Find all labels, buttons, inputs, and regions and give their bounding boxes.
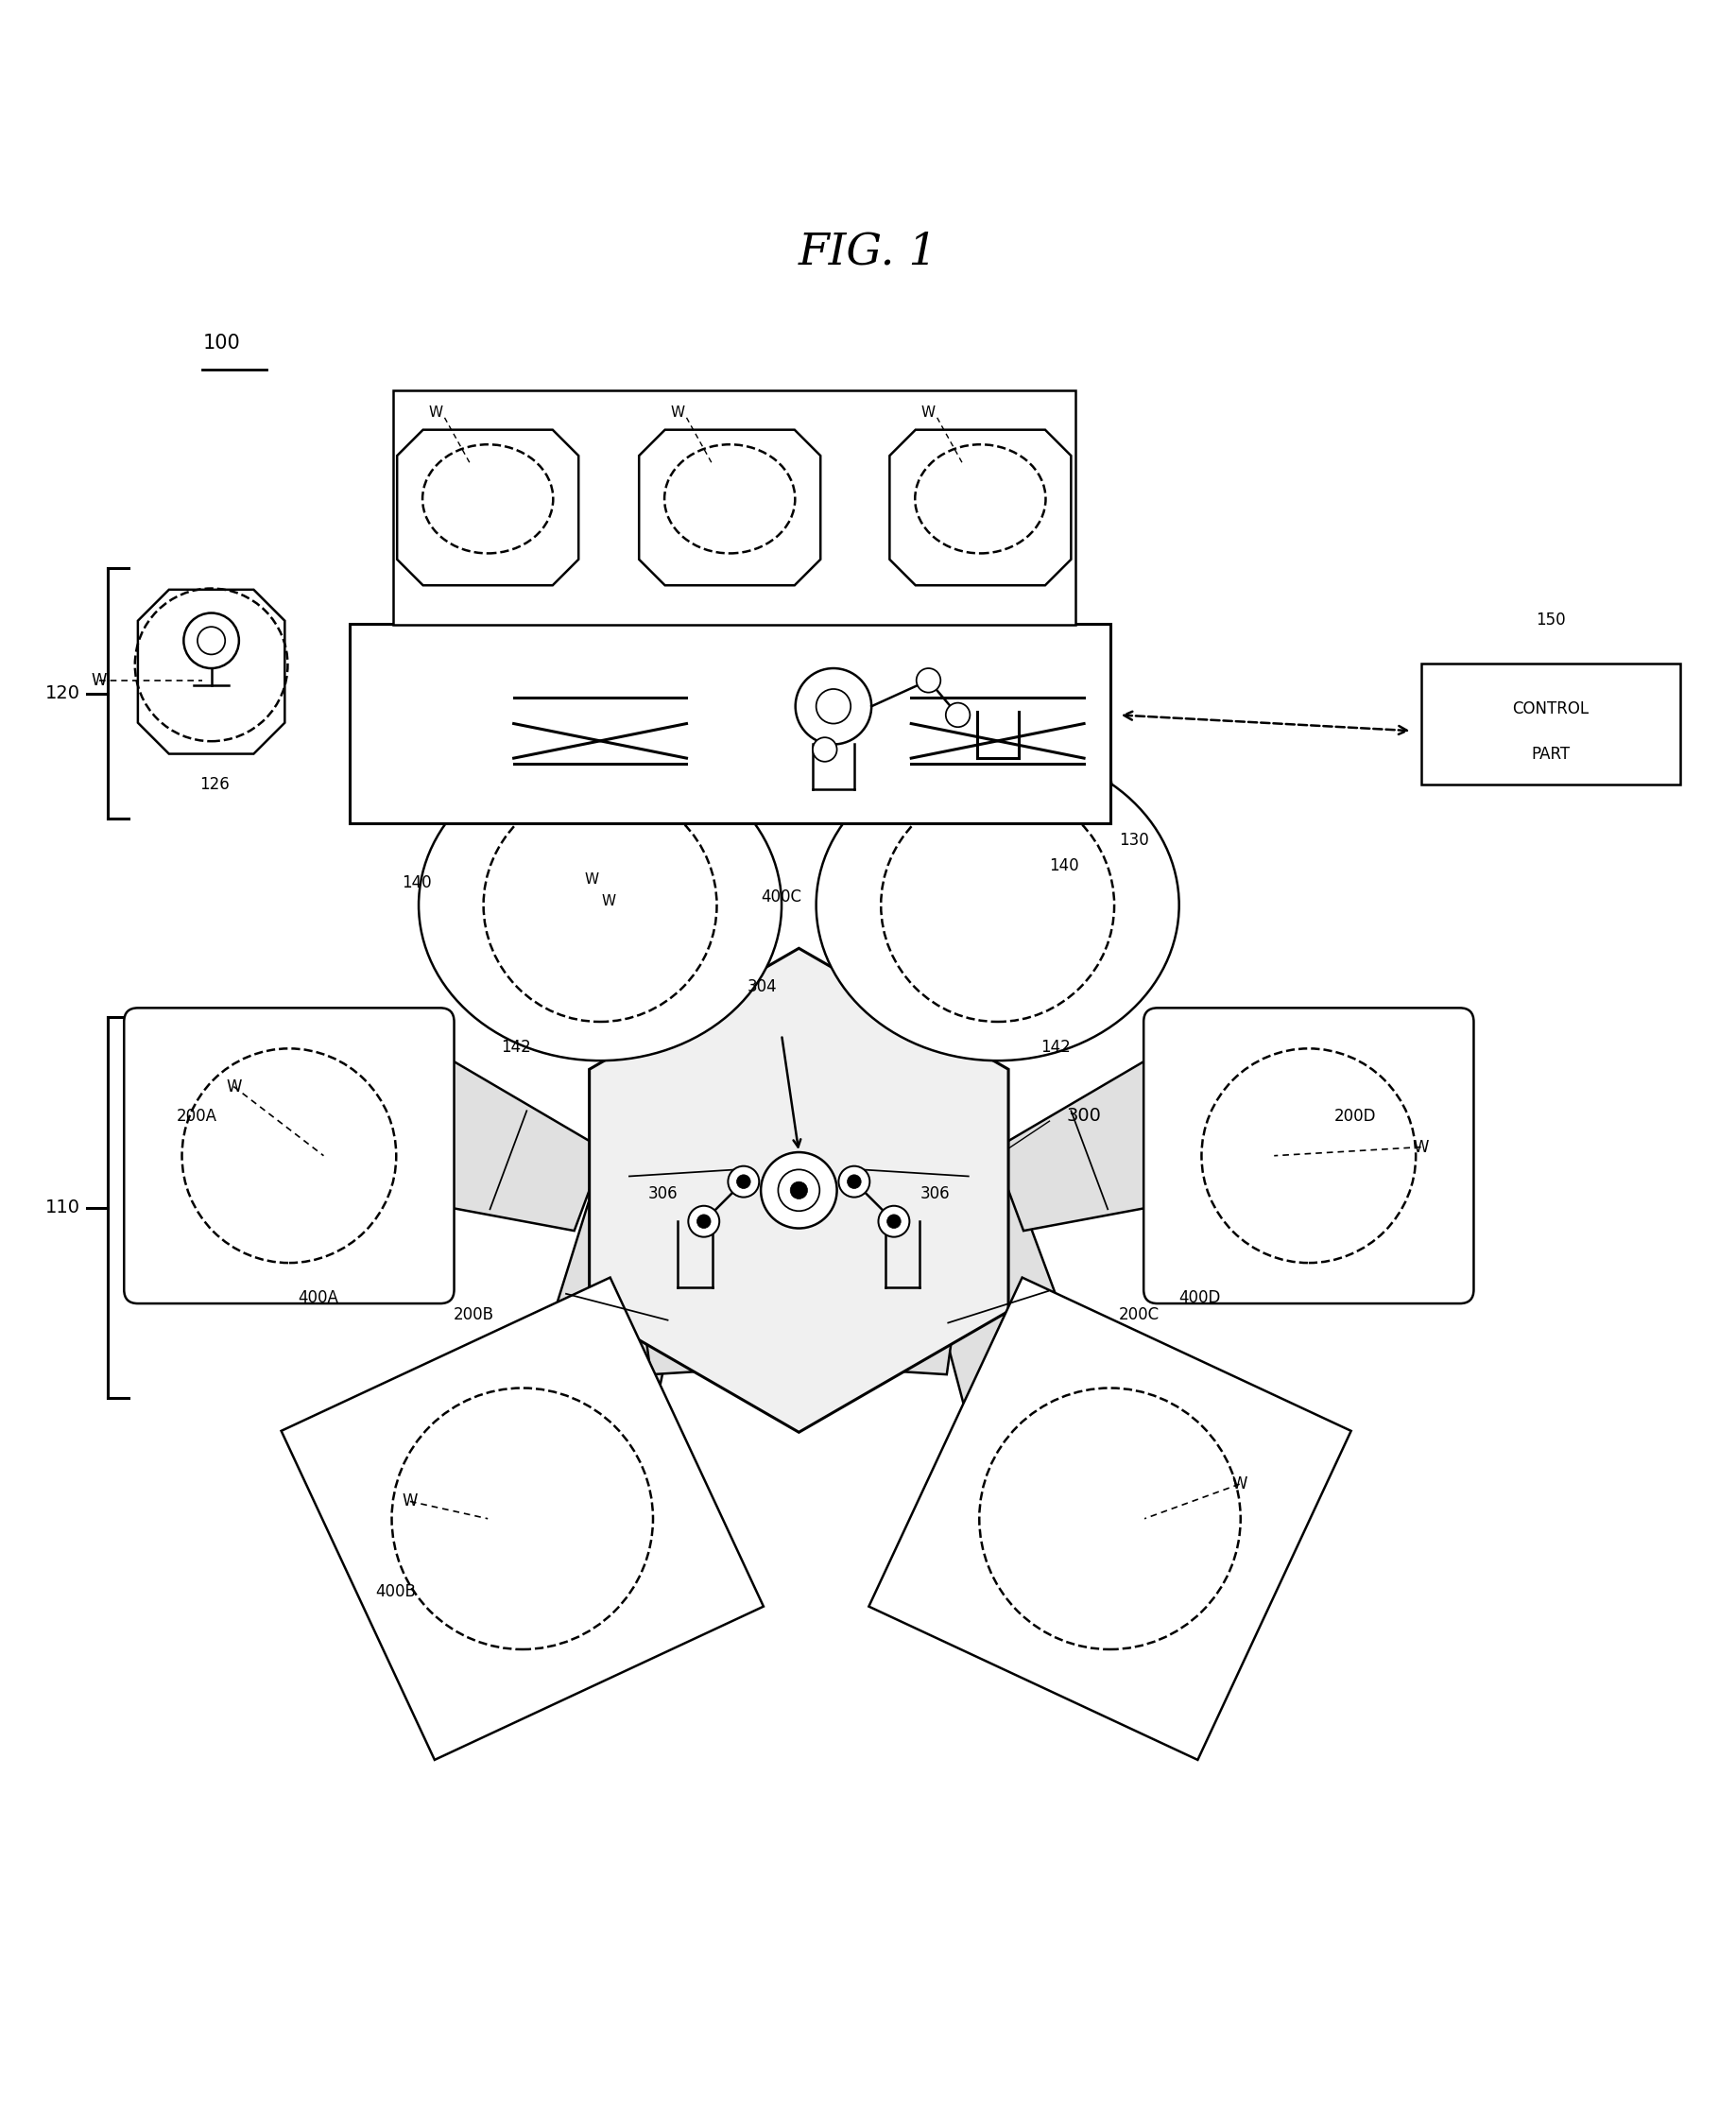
Polygon shape <box>868 1277 1351 1759</box>
Circle shape <box>887 1214 901 1229</box>
Bar <box>392 389 1075 625</box>
Circle shape <box>946 703 970 728</box>
Circle shape <box>878 1206 910 1237</box>
Text: 200D: 200D <box>1335 1109 1377 1126</box>
Text: W: W <box>226 1077 241 1094</box>
Text: 110: 110 <box>45 1199 80 1216</box>
Polygon shape <box>595 970 743 1374</box>
Circle shape <box>838 1166 870 1197</box>
Polygon shape <box>863 995 1163 1626</box>
Polygon shape <box>398 429 578 585</box>
Text: W: W <box>670 406 686 419</box>
Text: 400B: 400B <box>375 1582 417 1601</box>
Text: 304: 304 <box>746 978 778 995</box>
Text: 122A: 122A <box>444 600 481 614</box>
Text: 140: 140 <box>1050 856 1080 875</box>
Text: 144: 144 <box>392 711 422 728</box>
Text: 142: 142 <box>502 1039 531 1056</box>
Text: W: W <box>92 671 108 688</box>
Text: 132: 132 <box>920 778 950 797</box>
Polygon shape <box>889 429 1071 585</box>
Circle shape <box>790 1182 807 1199</box>
Text: 100: 100 <box>203 335 240 353</box>
Text: 142: 142 <box>1042 1039 1071 1056</box>
Polygon shape <box>469 997 736 1624</box>
Text: 200A: 200A <box>177 1109 217 1126</box>
Circle shape <box>727 1166 759 1197</box>
Circle shape <box>184 612 240 669</box>
Text: 126: 126 <box>200 776 229 793</box>
Text: 144: 144 <box>1033 711 1062 728</box>
Text: 400D: 400D <box>1179 1290 1220 1307</box>
Polygon shape <box>856 970 1002 1374</box>
Polygon shape <box>589 949 1009 1433</box>
Circle shape <box>917 669 941 692</box>
Circle shape <box>736 1174 750 1189</box>
Polygon shape <box>639 429 821 585</box>
Bar <box>1422 663 1680 785</box>
Text: 124C: 124C <box>937 631 974 646</box>
Text: 400C: 400C <box>762 888 802 905</box>
Text: 306: 306 <box>648 1187 677 1203</box>
Text: 122C: 122C <box>937 600 974 614</box>
Circle shape <box>847 1174 861 1189</box>
Polygon shape <box>281 1277 764 1759</box>
Polygon shape <box>401 1060 604 1231</box>
Text: CONTROL: CONTROL <box>1512 701 1588 717</box>
Polygon shape <box>137 589 285 753</box>
Circle shape <box>696 1214 710 1229</box>
Bar <box>349 625 1109 823</box>
Text: W: W <box>1233 1475 1248 1492</box>
Text: 140: 140 <box>401 875 431 892</box>
Text: 122B: 122B <box>686 600 724 614</box>
Text: FIG. 1: FIG. 1 <box>799 231 937 274</box>
Text: W: W <box>602 894 616 909</box>
Text: W: W <box>585 871 599 886</box>
Text: W: W <box>1413 1138 1429 1155</box>
Text: 124A: 124A <box>444 631 481 646</box>
Polygon shape <box>993 1060 1196 1231</box>
Text: 306: 306 <box>920 1187 950 1203</box>
Text: 400A: 400A <box>297 1290 339 1307</box>
Text: 150: 150 <box>1536 612 1566 629</box>
Text: 200B: 200B <box>453 1307 493 1323</box>
Text: W: W <box>922 406 936 419</box>
Text: 130: 130 <box>1118 831 1149 848</box>
Text: 200C: 200C <box>1118 1307 1160 1323</box>
Ellipse shape <box>816 749 1179 1060</box>
Text: 134: 134 <box>816 621 845 638</box>
Circle shape <box>687 1206 719 1237</box>
Text: 134: 134 <box>543 644 575 661</box>
Text: 124B: 124B <box>686 631 724 646</box>
Text: W: W <box>403 1494 418 1511</box>
Circle shape <box>812 736 837 762</box>
FancyBboxPatch shape <box>1144 1008 1474 1304</box>
Text: 300: 300 <box>1066 1107 1102 1126</box>
Circle shape <box>760 1153 837 1229</box>
Text: PART: PART <box>1531 745 1569 762</box>
FancyBboxPatch shape <box>123 1008 455 1304</box>
Text: 120: 120 <box>45 684 80 703</box>
Ellipse shape <box>418 749 781 1060</box>
Text: W: W <box>429 406 443 419</box>
